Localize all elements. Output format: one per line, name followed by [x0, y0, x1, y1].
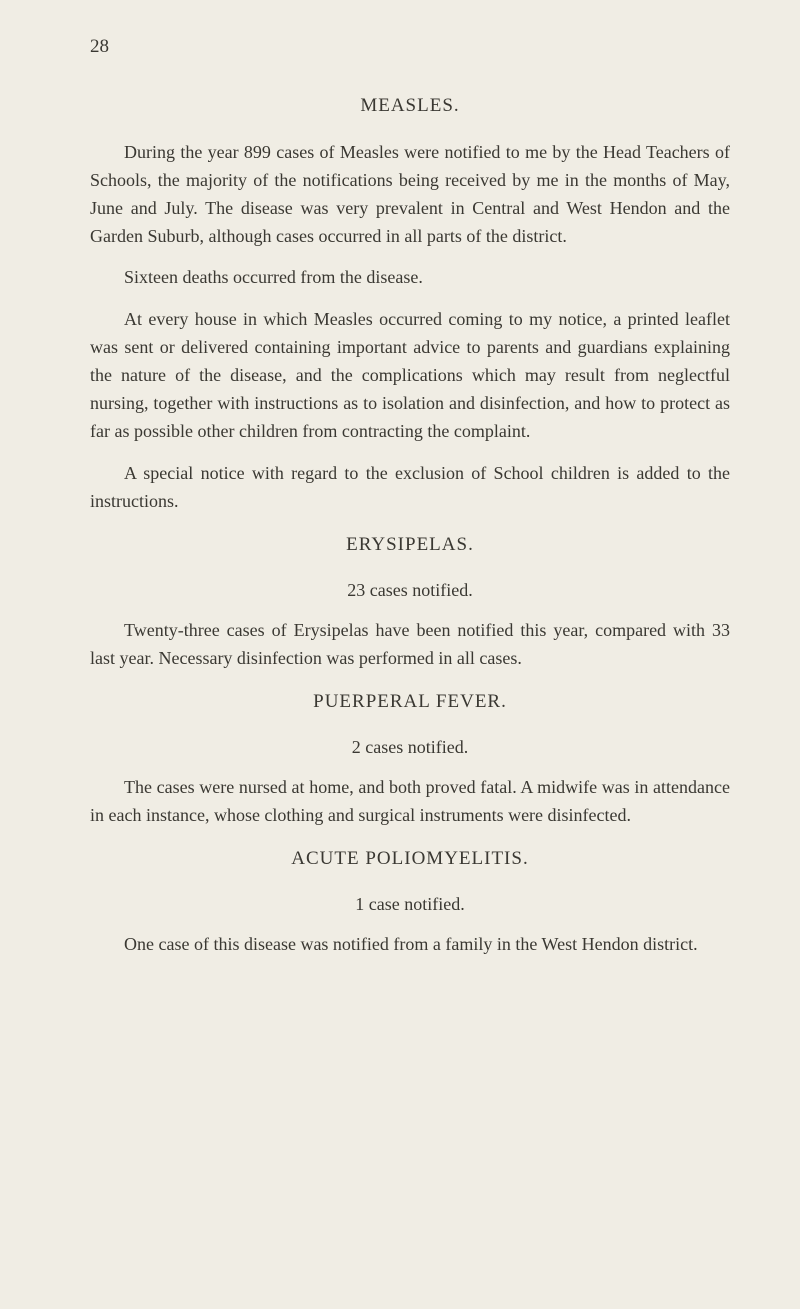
heading-puerperal: PUERPERAL FEVER.: [90, 687, 730, 716]
heading-erysipelas: ERYSIPELAS.: [90, 530, 730, 559]
body-paragraph: At every house in which Measles occurred…: [90, 306, 730, 445]
cases-notified-line: 1 case notified.: [90, 891, 730, 919]
heading-measles: MEASLES.: [90, 91, 730, 120]
cases-notified-line: 23 cases notified.: [90, 577, 730, 605]
heading-polio: ACUTE POLIOMYELITIS.: [90, 844, 730, 873]
body-paragraph: The cases were nursed at home, and both …: [90, 774, 730, 830]
body-paragraph: One case of this disease was notified fr…: [90, 931, 730, 959]
body-paragraph: A special notice with regard to the excl…: [90, 460, 730, 516]
body-paragraph: Sixteen deaths occurred from the disease…: [90, 264, 730, 292]
body-paragraph: Twenty-three cases of Erysipelas have be…: [90, 617, 730, 673]
cases-notified-line: 2 cases notified.: [90, 734, 730, 762]
body-paragraph: During the year 899 cases of Measles wer…: [90, 139, 730, 251]
page-number: 28: [90, 32, 730, 61]
